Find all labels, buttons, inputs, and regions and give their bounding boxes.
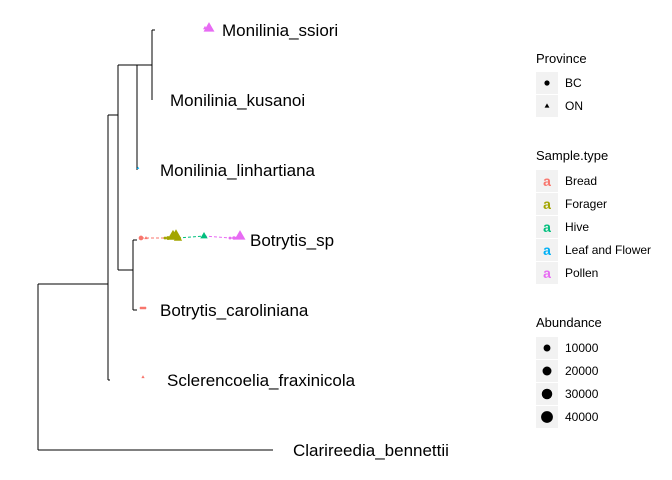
- legend-label-pollen: Pollen: [565, 266, 598, 280]
- tree-branches: [37, 29, 273, 451]
- legend-key-bg: [536, 216, 558, 238]
- legend-key-size: [541, 411, 553, 423]
- legend-key-bg: [536, 193, 558, 215]
- legend-key-bg: [536, 239, 558, 261]
- legend-key-triangle: [544, 103, 550, 108]
- legend-title-province: Province: [536, 51, 587, 66]
- legend-key-glyph: a: [543, 196, 551, 212]
- point-botrytis-caroliniana-bread: [143, 306, 147, 310]
- tip-label-monilinia-ssiori: Monilinia_ssiori: [222, 21, 338, 40]
- tip-label-botrytis-sp: Botrytis_sp: [250, 231, 334, 250]
- legend-label-hive: Hive: [565, 220, 589, 234]
- tip-label-monilinia-linhartiana: Monilinia_linhartiana: [160, 161, 316, 180]
- point-monilinia-linhartiana-leaf-and-flower: [136, 166, 140, 169]
- legend-key-glyph: a: [543, 173, 551, 189]
- legend-label-20000: 20000: [565, 364, 599, 378]
- tip-points: [136, 22, 246, 379]
- legend-key-glyph: a: [543, 219, 551, 235]
- legend-label-10000: 10000: [565, 341, 599, 355]
- point-monilinia-ssiori-pollen: [203, 22, 215, 32]
- legend-label-bread: Bread: [565, 174, 597, 188]
- tip-label-botrytis-caroliniana: Botrytis_caroliniana: [160, 301, 309, 320]
- legend-key-circle: [544, 80, 550, 86]
- legend-label-forager: Forager: [565, 197, 607, 211]
- legend-label-on: ON: [565, 99, 583, 113]
- legend-key-size: [541, 388, 553, 400]
- legend-key-glyph: a: [543, 242, 551, 258]
- legend-key-bg: [536, 262, 558, 284]
- legend-key-size: [542, 366, 552, 376]
- tip-label-monilinia-kusanoi: Monilinia_kusanoi: [170, 91, 305, 110]
- legend-key-size: [543, 344, 551, 352]
- point-botrytis-sp-hive: [200, 232, 208, 239]
- point-botrytis-caroliniana-bread: [141, 306, 145, 310]
- point-botrytis-sp-bread: [138, 235, 144, 241]
- point-connector: [177, 235, 205, 239]
- point-botrytis-sp-forager: [173, 233, 183, 241]
- legend-label-bc: BC: [565, 76, 582, 90]
- point-botrytis-sp-pollen: [234, 230, 246, 240]
- point-sclerencoelia-fraxinicola-bread: [141, 375, 145, 379]
- legend-label-leaf-and-flower: Leaf and Flower: [565, 243, 651, 257]
- point-botrytis-caroliniana-bread: [139, 306, 143, 310]
- legend-label-30000: 30000: [565, 387, 599, 401]
- point-botrytis-sp-pollen: [228, 236, 232, 240]
- legend-label-40000: 40000: [565, 410, 599, 424]
- point-botrytis-sp-pollen: [232, 236, 236, 240]
- legend-key-bg: [536, 170, 558, 192]
- tip-label-clarireedia-bennettii: Clarireedia_bennettii: [293, 441, 449, 460]
- point-botrytis-sp-bread: [144, 236, 148, 240]
- tip-labels: Monilinia_ssiori Monilinia_kusanoi Monilin…: [160, 21, 449, 460]
- legend-title-sample-type: Sample.type: [536, 148, 608, 163]
- legend-key-glyph: a: [543, 265, 551, 281]
- point-connector: [203, 235, 231, 239]
- legend-title-abundance: Abundance: [536, 315, 602, 330]
- tip-label-sclerencoelia-fraxinicola: Sclerencoelia_fraxinicola: [167, 371, 356, 390]
- point-botrytis-sp-forager: [163, 236, 167, 240]
